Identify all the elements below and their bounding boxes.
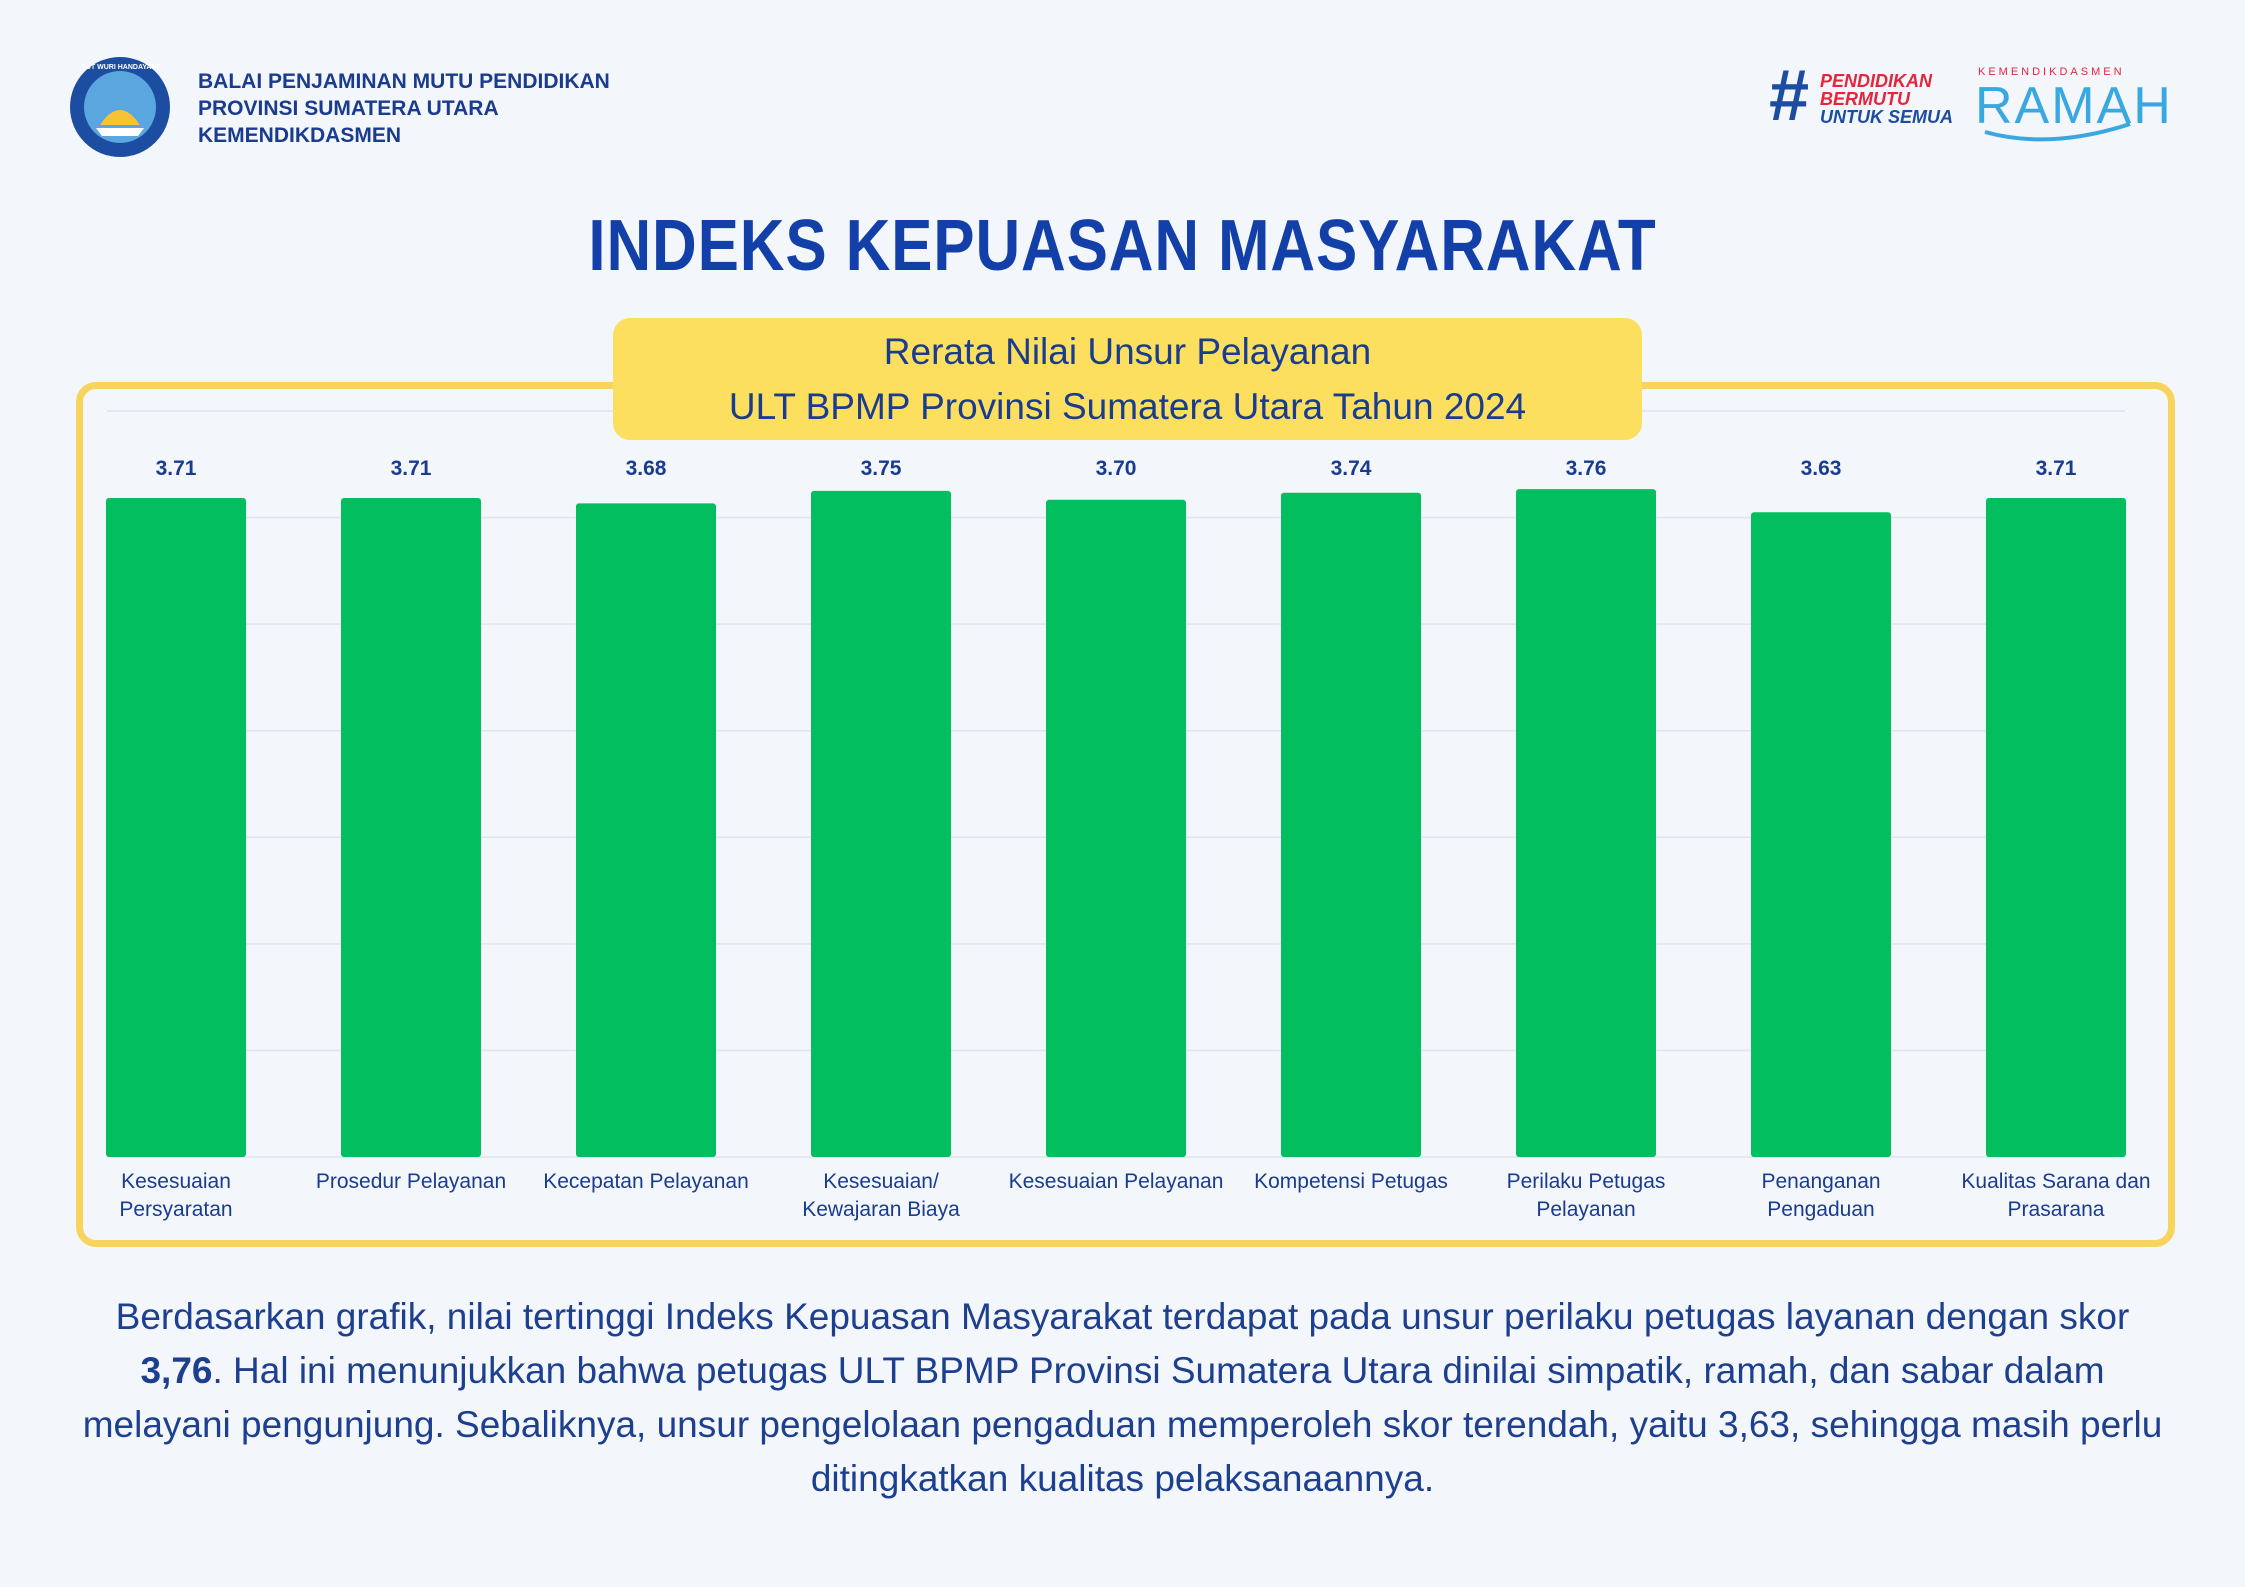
ramah-smile xyxy=(1984,122,2131,142)
x-tick-label: Kesesuaian Persyaratan xyxy=(119,1170,233,1221)
subtitle: ULT BPMP Provinsi Sumatera Utara Tahun 2… xyxy=(728,386,1527,427)
value-label: 3.71 xyxy=(2035,457,2077,480)
emblem-book xyxy=(96,128,144,136)
bar xyxy=(1986,498,2126,1157)
emblem-motto: TUT WURI HANDAYANI xyxy=(82,64,159,71)
org-name: BALAI PENJAMINAN MUTU PENDIDIKAN PROVINS… xyxy=(198,68,610,149)
value-label: 3.68 xyxy=(625,457,667,480)
org-line: KEMENDIKDASMEN xyxy=(198,124,402,147)
x-tick-label: Kualitas Sarana dan Prasarana xyxy=(1961,1170,2151,1221)
bar xyxy=(1046,499,1186,1157)
x-tick-label: Kesesuaian/ Kewajaran Biaya xyxy=(802,1170,960,1221)
value-label: 3.63 xyxy=(1800,457,1842,480)
emblem-wing xyxy=(100,110,140,125)
tagline-line: UNTUK SEMUA xyxy=(1820,107,1953,127)
subtitle-box: Rerata Nilai Unsur Pelayanan ULT BPMP Pr… xyxy=(613,318,1642,440)
ramah-ministry: KEMENDIKDASMEN xyxy=(1978,66,2125,78)
summary-text: Berdasarkan grafik, nilai tertinggi Inde… xyxy=(115,1296,2130,1337)
summary-text: . Hal ini menunjukkan bahwa petugas ULT … xyxy=(82,1350,2163,1499)
summary-highlight: 3,76 xyxy=(140,1350,213,1391)
tagline-hash: # xyxy=(1768,56,1809,136)
tagline-line: BERMUTU xyxy=(1820,89,1910,109)
tagline-line: PENDIDIKAN xyxy=(1820,71,1933,91)
x-tick-label: Penanganan Pengaduan xyxy=(1761,1170,1881,1221)
x-tick-label: Kecepatan Pelayanan xyxy=(543,1170,749,1193)
bar xyxy=(576,503,716,1157)
value-label: 3.71 xyxy=(155,457,197,480)
ramah-name: RAMAH xyxy=(1975,77,2173,135)
value-label: 3.70 xyxy=(1095,457,1137,480)
tagline: PENDIDIKAN BERMUTU UNTUK SEMUA xyxy=(1820,72,1953,126)
x-tick-label: Perilaku Petugas Pelayanan xyxy=(1506,1170,1666,1221)
bar xyxy=(1751,512,1891,1157)
chart-title: INDEKS KEPUASAN MASYARAKAT xyxy=(588,206,1657,286)
value-label: 3.75 xyxy=(860,457,902,480)
summary: Berdasarkan grafik, nilai tertinggi Inde… xyxy=(70,1290,2175,1506)
value-label: 3.76 xyxy=(1565,457,1607,480)
bar xyxy=(106,498,246,1157)
bar xyxy=(1281,492,1421,1157)
x-tick-label: Kompetensi Petugas xyxy=(1254,1170,1448,1193)
bar xyxy=(341,498,481,1157)
subtitle: Rerata Nilai Unsur Pelayanan xyxy=(883,331,1372,372)
bar xyxy=(811,490,951,1157)
value-label: 3.71 xyxy=(390,457,432,480)
org-line: PROVINSI SUMATERA UTARA xyxy=(198,97,499,120)
org-line: BALAI PENJAMINAN MUTU PENDIDIKAN xyxy=(198,70,610,93)
value-label: 3.74 xyxy=(1330,457,1372,480)
bar xyxy=(1516,489,1656,1158)
x-tick-label: Kesesuaian Pelayanan xyxy=(1008,1170,1224,1193)
x-tick-label: Prosedur Pelayanan xyxy=(315,1170,507,1193)
